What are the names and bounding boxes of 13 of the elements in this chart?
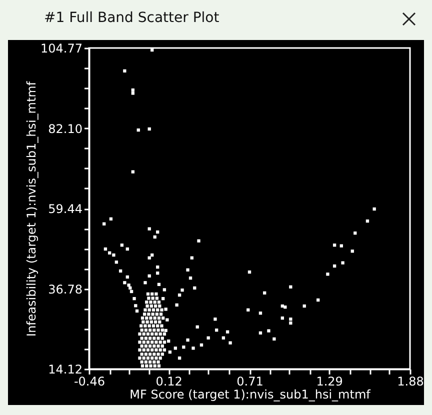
y-tick-label: 59.44 — [48, 202, 82, 216]
y-tick-label: 82.10 — [48, 122, 82, 136]
x-axis-title: MF Score (target 1):nvis_sub1_hsi_mtmf — [130, 388, 372, 402]
y-tick-label: 36.78 — [48, 282, 82, 296]
x-tick-label: 0.12 — [156, 374, 182, 388]
chart-title: #1 Full Band Scatter Plot — [44, 10, 220, 26]
x-tick-label: 0.71 — [236, 374, 264, 388]
x-tick-label: -0.46 — [74, 374, 106, 388]
y-tick-label: 14.12 — [48, 362, 82, 376]
x-tick-label: 1.29 — [316, 374, 343, 388]
y-tick-label: 104.77 — [40, 42, 82, 56]
x-tick-label: 1.88 — [397, 374, 424, 388]
y-axis-title: Infeasibility (target 1):nvis_sub1_hsi_mtmf — [24, 80, 39, 337]
